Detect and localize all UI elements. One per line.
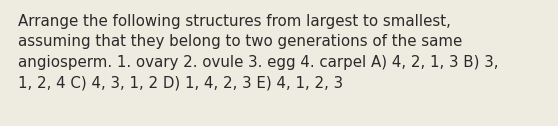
Text: Arrange the following structures from largest to smallest,
assuming that they be: Arrange the following structures from la… <box>18 14 498 90</box>
